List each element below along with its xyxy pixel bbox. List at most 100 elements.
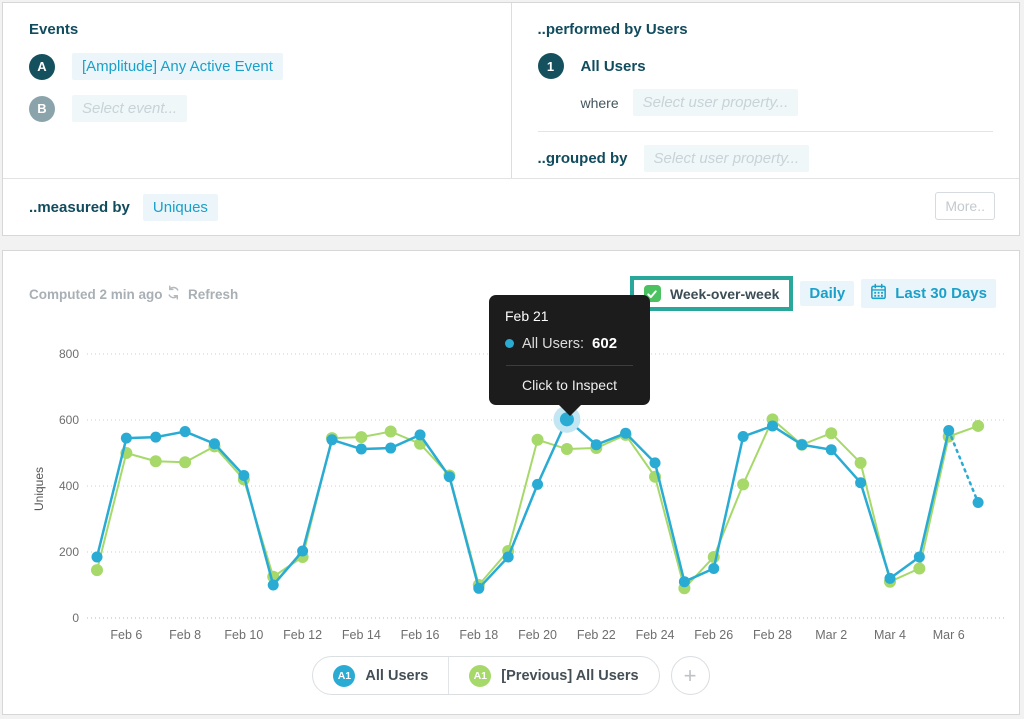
event-selector-a[interactable]: [Amplitude] Any Active Event [72,53,283,80]
data-point[interactable] [414,429,426,441]
data-point[interactable] [825,427,838,440]
data-point[interactable] [208,438,220,450]
data-point[interactable] [913,562,926,575]
where-row: where Select user property... [581,89,994,116]
data-point[interactable] [502,551,514,563]
tooltip-action-hint: Click to Inspect [522,377,617,393]
x-tick-label: Feb 8 [169,628,201,642]
data-point[interactable] [355,443,367,455]
week-over-week-label: Week-over-week [669,285,780,302]
date-range-label: Last 30 Days [895,285,987,302]
data-point[interactable] [179,426,191,438]
x-tick-label: Feb 22 [577,628,616,642]
data-point[interactable] [678,576,690,588]
data-point[interactable] [560,443,573,456]
legend-label-all-users: All Users [365,667,429,684]
refresh-button[interactable]: Refresh [165,284,238,304]
date-range-selector[interactable]: Last 30 Days [861,279,996,308]
data-point[interactable] [473,582,485,594]
measured-by-selector[interactable]: Uniques [142,194,218,221]
data-point[interactable] [854,456,867,469]
x-tick-label: Mar 6 [933,628,965,642]
event-selector-b[interactable]: Select event... [72,95,188,122]
series-line [95,418,950,590]
add-series-button[interactable]: + [670,656,710,695]
data-point[interactable] [767,420,779,432]
data-point[interactable] [825,444,837,456]
tooltip-divider [506,365,633,366]
x-tick-label: Feb 24 [636,628,675,642]
data-point[interactable] [737,431,749,442]
data-point[interactable] [120,432,132,444]
data-point[interactable] [972,419,985,432]
legend-item-all-users[interactable]: A1 All Users [313,657,448,694]
data-point[interactable] [385,442,397,454]
legend-item-previous-all-users[interactable]: A1 [Previous] All Users [448,657,658,694]
data-point[interactable] [355,431,368,444]
data-point[interactable] [884,572,896,584]
events-title: Events [29,21,79,38]
data-point[interactable] [972,497,984,508]
x-tick-label: Feb 12 [283,628,322,642]
data-point[interactable] [620,427,632,439]
event-row-b: B Select event... [29,95,485,122]
data-point[interactable] [913,551,925,563]
data-point[interactable] [267,579,279,591]
where-property-selector[interactable]: Select user property... [632,89,799,116]
panel-divider [537,131,993,132]
data-point[interactable] [590,439,602,451]
data-point[interactable] [150,431,162,443]
y-tick-label: 400 [59,479,79,493]
chart-controls: Week-over-week Daily Last 30 Days [629,276,996,311]
event-badge-a: A [29,53,55,80]
x-tick-label: Feb 14 [342,628,381,642]
data-point[interactable] [443,471,455,483]
data-point[interactable] [91,564,103,577]
legend-label-previous-all-users: [Previous] All Users [501,667,639,684]
y-tick-label: 800 [59,347,79,361]
data-point[interactable] [384,425,397,438]
week-over-week-toggle[interactable]: Week-over-week [629,276,794,311]
data-point[interactable] [326,434,338,446]
measured-by-title: ..measured by [29,199,130,216]
user-segment-label[interactable]: All Users [580,57,646,75]
x-tick-label: Mar 4 [874,628,906,642]
x-tick-label: Feb 28 [753,628,792,642]
tooltip-pointer [557,404,582,416]
data-point[interactable] [737,478,750,491]
series-badge-blue: A1 [333,664,356,687]
y-axis-label: Uniques [32,467,46,511]
data-point[interactable] [943,425,955,437]
data-point[interactable] [855,477,867,489]
tooltip-series-row: All Users: 602 [505,335,634,352]
more-button[interactable]: More.. [935,192,995,220]
interval-selector[interactable]: Daily [800,281,855,306]
query-builder-row: Events A [Amplitude] Any Active Event B … [3,3,1019,179]
data-point[interactable] [708,563,720,574]
chart-tooltip: Feb 21 All Users: 602 Click to Inspect [489,295,650,416]
x-tick-label: Mar 2 [815,628,847,642]
data-point[interactable] [532,478,544,490]
x-tick-label: Feb 6 [110,628,142,642]
data-point[interactable] [649,457,661,469]
data-point[interactable] [91,551,103,563]
performed-by-title: ..performed by Users [537,21,688,38]
x-tick-label: Feb 20 [518,628,557,642]
x-tick-label: Feb 18 [459,628,498,642]
grouped-by-property-selector[interactable]: Select user property... [643,145,810,172]
refresh-icon [165,284,182,304]
data-point[interactable] [238,469,250,481]
data-point[interactable] [149,455,162,468]
uniques-line-chart[interactable]: 0 200 400 600 800 Uniques Feb 6 Feb 8 Feb 10 Feb … [3,251,1021,714]
data-point[interactable] [297,545,309,557]
user-segment-row: 1 All Users [537,53,994,79]
data-point[interactable] [796,439,808,451]
data-point[interactable] [179,456,192,469]
data-point[interactable] [531,433,544,446]
query-builder-card: Events A [Amplitude] Any Active Event B … [2,2,1020,236]
tooltip-value: 602 [592,335,618,352]
series-dot-icon [505,339,514,348]
y-tick-label: 200 [59,545,79,559]
y-tick-label: 0 [72,611,79,625]
